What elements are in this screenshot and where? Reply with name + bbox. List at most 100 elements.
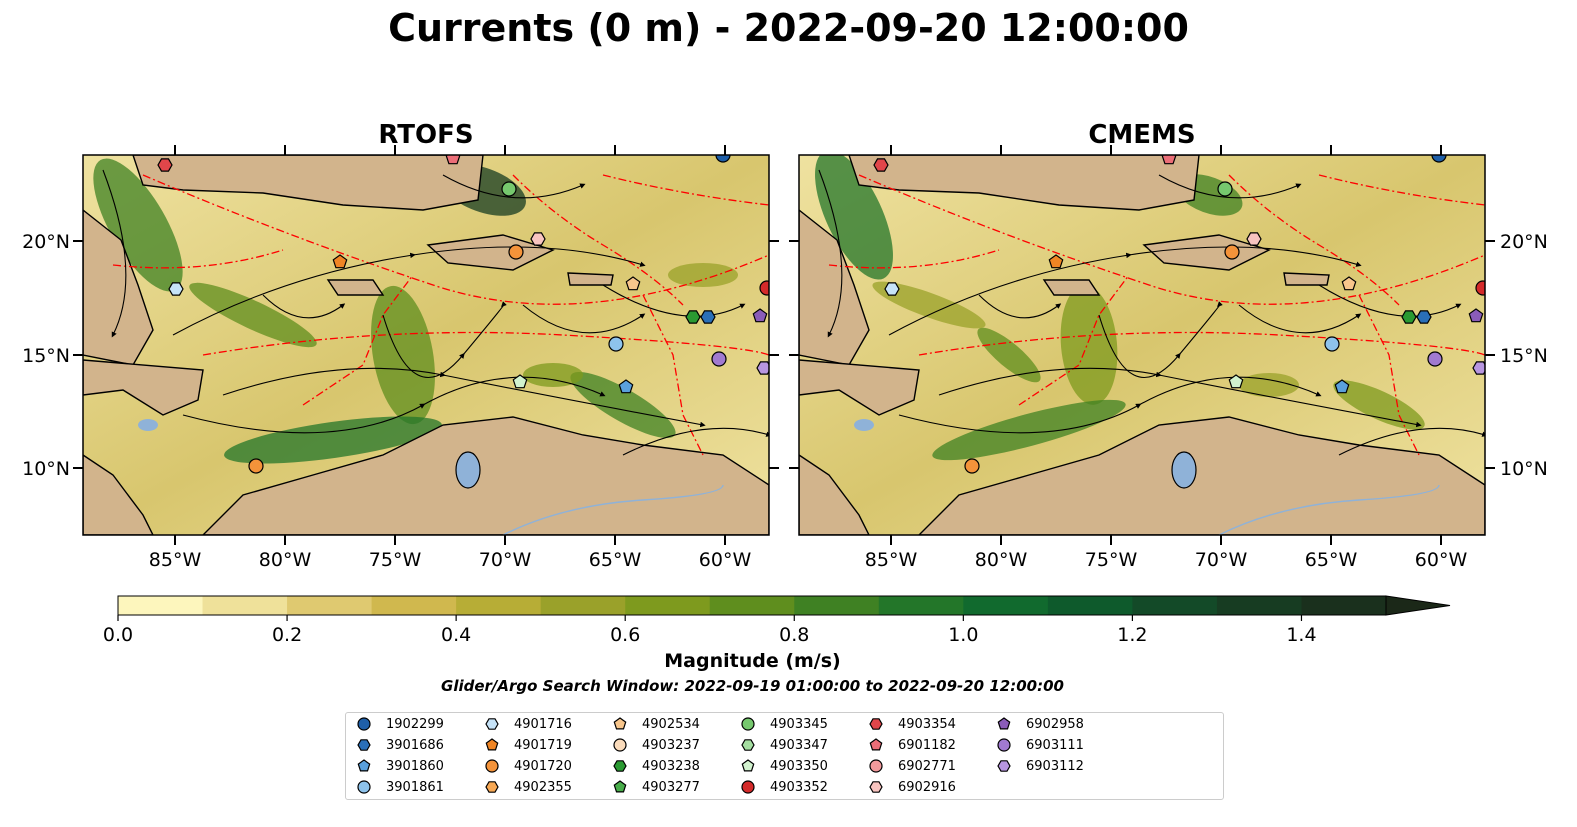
current-speed-patch	[815, 155, 893, 280]
land-mass	[326, 279, 385, 296]
legend-label: 1902299	[386, 716, 444, 732]
current-speed-patch	[189, 282, 317, 348]
hexagon-marker-icon	[997, 760, 1011, 772]
legend-label: 4903345	[770, 716, 828, 732]
float-marker-4903352	[1475, 280, 1485, 296]
colorbar-bin	[456, 596, 542, 615]
streamline	[522, 304, 646, 334]
streamline	[818, 169, 843, 338]
circle-marker-icon	[485, 759, 499, 773]
colorbar-bin	[1132, 596, 1218, 615]
legend-marker-4901720	[485, 759, 499, 773]
float-legend: 1902299 3901686 3901860 3901861 4901716 49017…	[345, 712, 1224, 800]
current-speed-patch	[371, 285, 435, 425]
float-marker-3901860	[618, 379, 634, 394]
land-mass	[83, 454, 154, 535]
float-marker-4901720	[964, 458, 980, 474]
float-marker-3901686	[700, 310, 716, 324]
pentagon-marker-icon	[741, 759, 755, 772]
float-marker-3901861	[608, 336, 624, 352]
streamline	[102, 169, 127, 338]
lon-tick-label: 85°W	[865, 549, 918, 571]
legend-item-6902916: 6902916	[868, 777, 956, 797]
land-mass	[799, 359, 920, 416]
lon-tick-label: 75°W	[369, 549, 422, 571]
colorbar-tick-label: 0.8	[779, 624, 810, 646]
lake-nicaragua	[138, 419, 158, 431]
current-speed-patch	[932, 399, 1126, 461]
colorbar-bin	[1301, 596, 1387, 615]
pentagon-marker-icon	[997, 717, 1011, 730]
float-marker-4901719	[332, 254, 348, 269]
current-speed-patch	[93, 158, 183, 292]
colorbar-bin	[625, 596, 711, 615]
legend-item-4902534: 4902534	[612, 714, 700, 734]
lon-tick-label: 85°W	[149, 549, 202, 571]
float-marker-4901720	[248, 458, 264, 474]
colorbar-title: Magnitude (m/s)	[664, 650, 841, 672]
figure-title: Currents (0 m) - 2022-09-20 12:00:00	[388, 6, 1189, 50]
legend-item-1902299: 1902299	[356, 714, 444, 734]
map-panel-cmems	[799, 155, 1485, 535]
colorbar-tick-label: 1.2	[1117, 624, 1148, 646]
float-marker-6902916	[530, 232, 546, 246]
hexagon-marker-icon	[485, 718, 499, 730]
legend-label: 4901720	[514, 758, 572, 774]
streamline	[1318, 284, 1462, 317]
legend-marker-4903352	[741, 780, 755, 794]
legend-label: 4903238	[642, 758, 700, 774]
colorbar-bin	[118, 596, 204, 615]
pentagon-marker-icon	[613, 717, 627, 730]
lat-tick-label: 20°N	[22, 231, 70, 253]
float-marker-4903354	[873, 158, 889, 172]
hexagon-marker-icon	[869, 781, 883, 793]
lon-tick-label: 70°W	[1195, 549, 1248, 571]
legend-marker-4901716	[485, 718, 499, 730]
land-mass	[1042, 279, 1101, 296]
current-speed-patch	[523, 363, 583, 387]
float-marker-6902958	[752, 308, 768, 323]
land-mass	[799, 454, 870, 535]
colorbar-tick-label: 1.0	[948, 624, 979, 646]
legend-item-4901720: 4901720	[484, 756, 572, 776]
river	[1218, 484, 1440, 535]
float-marker-4903352	[759, 280, 769, 296]
circle-marker-icon	[741, 780, 755, 794]
legend-label: 4903277	[642, 779, 700, 795]
colorbar-bin	[1216, 596, 1302, 615]
legend-marker-4902534	[613, 717, 627, 730]
streamline	[602, 284, 746, 317]
colorbar-extend-arrow	[1385, 595, 1451, 616]
lake-maracaibo	[1171, 451, 1197, 489]
colorbar-tick-label: 0.0	[102, 624, 134, 646]
legend-marker-4903345	[741, 717, 755, 731]
lat-tick-label: 20°N	[1500, 231, 1548, 253]
legend-marker-4903277	[613, 780, 627, 793]
streamline	[172, 246, 646, 336]
eez-boundary	[602, 174, 769, 206]
panel-title-cmems: CMEMS	[1088, 120, 1196, 150]
circle-marker-icon	[357, 717, 371, 731]
lon-tick-label: 65°W	[1305, 549, 1358, 571]
legend-marker-4903354	[869, 718, 883, 730]
float-marker-4903345	[501, 181, 517, 197]
legend-marker-4903237	[613, 738, 627, 752]
lake-maracaibo	[455, 451, 481, 489]
streamline	[938, 367, 1422, 428]
legend-item-4903347: 4903347	[740, 735, 828, 755]
circle-marker-icon	[741, 717, 755, 731]
float-marker-6901182	[445, 155, 461, 165]
colorbar-bin	[1047, 596, 1133, 615]
legend-item-4903277: 4903277	[612, 777, 700, 797]
legend-item-3901860: 3901860	[356, 756, 444, 776]
legend-marker-4903350	[741, 759, 755, 772]
map-frame-rtofs	[82, 154, 770, 536]
lake-nicaragua	[854, 419, 874, 431]
circle-marker-icon	[357, 780, 371, 794]
legend-marker-6903112	[997, 760, 1011, 772]
eez-boundary	[302, 274, 414, 406]
eez-boundary	[202, 331, 769, 356]
legend-marker-3901860	[357, 759, 371, 772]
legend-marker-6901182	[869, 738, 883, 751]
circle-marker-icon	[613, 738, 627, 752]
